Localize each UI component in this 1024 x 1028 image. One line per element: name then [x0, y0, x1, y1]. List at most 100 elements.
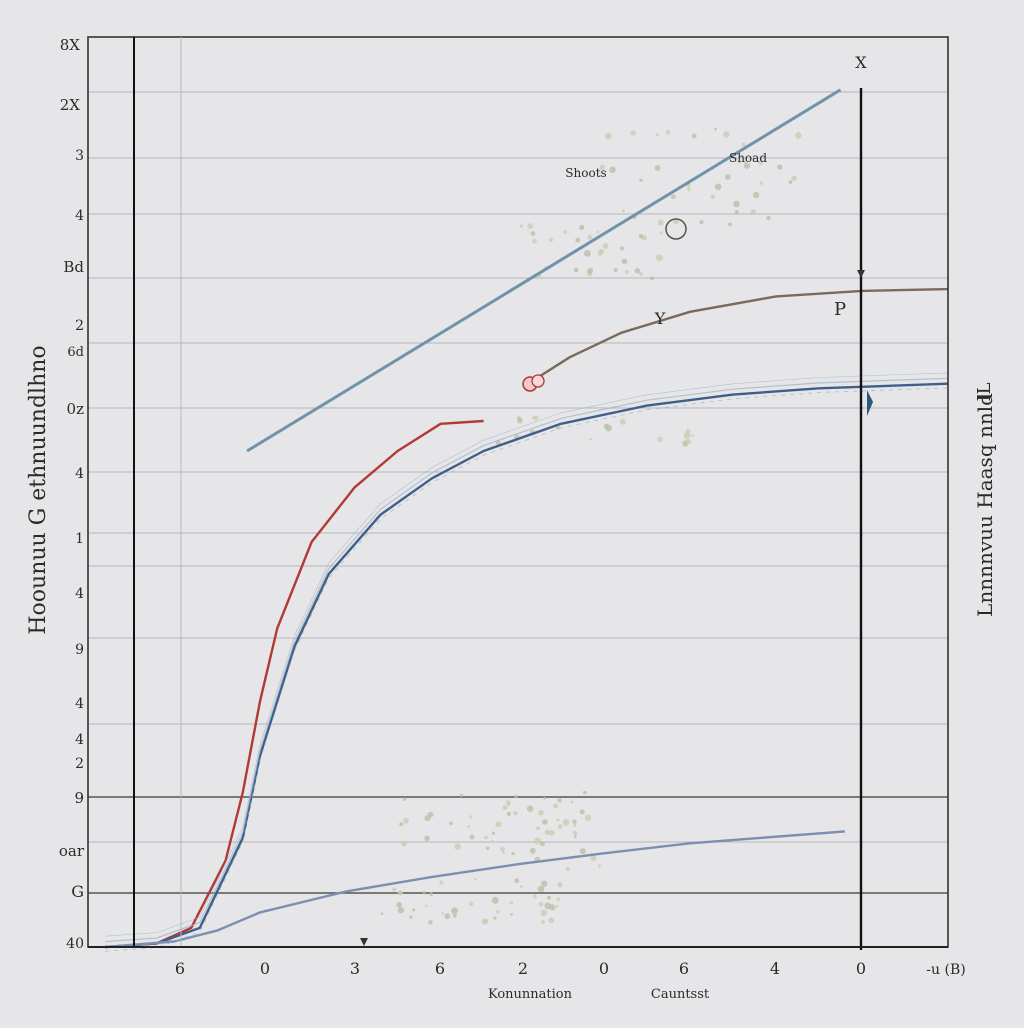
scatter-point: [656, 254, 663, 262]
scatter-point: [691, 434, 694, 437]
scatter-point: [619, 418, 626, 425]
scatter-point: [575, 237, 581, 243]
scatter-point: [514, 794, 518, 799]
series-line-steep-blue-line: [246, 88, 842, 453]
scatter-point: [752, 191, 760, 199]
scatter-point: [741, 142, 746, 147]
scatter-point: [685, 438, 691, 445]
scatter-point: [483, 919, 489, 924]
scatter-point: [750, 209, 756, 215]
scatter-point: [474, 878, 477, 881]
right-axis-tick-marker: [857, 270, 865, 278]
scatter-point: [380, 912, 384, 915]
scatter-point: [541, 920, 545, 925]
scatter-point: [573, 835, 577, 839]
scatter-point: [399, 822, 404, 827]
scatter-point: [602, 243, 609, 249]
scatter-point: [506, 811, 511, 817]
scatter-point: [589, 438, 592, 441]
scatter-point: [557, 824, 563, 829]
scatter-point: [409, 915, 413, 919]
x-tick-label: 0: [260, 959, 270, 978]
scatter-point: [402, 797, 407, 801]
scatter-point: [454, 843, 461, 850]
scatter-point: [738, 160, 741, 164]
scatter-point: [563, 230, 568, 234]
scatter-point: [639, 178, 643, 182]
scatter-point: [533, 837, 541, 845]
scatter-point: [424, 904, 428, 908]
scatter-point: [649, 276, 654, 281]
y-tick-label: 2X: [60, 96, 81, 114]
scatter-point: [491, 896, 499, 904]
y-axis-label-right: Lnnnnvuu Haasq nnld: [973, 393, 997, 617]
scatter-point: [468, 901, 474, 906]
scatter-point: [565, 866, 570, 872]
scatter-point: [573, 267, 579, 273]
scatter-point: [526, 805, 534, 812]
scatter-point: [511, 851, 515, 856]
y-tick-label: 9: [74, 789, 84, 807]
scatter-point: [795, 132, 802, 139]
shoad-annotation: Shoad: [729, 151, 767, 165]
scatter-point: [655, 133, 660, 137]
scatter-point: [396, 902, 403, 908]
scatter-point: [401, 840, 407, 847]
scatter-point: [422, 890, 426, 894]
scatter-point: [583, 790, 587, 795]
scatter-point: [397, 890, 403, 896]
scatter-point: [791, 175, 797, 181]
scatter-point: [609, 166, 616, 173]
scatter-point: [639, 271, 644, 276]
series-line-lower-bundle-line: [105, 830, 845, 949]
scatter-point: [777, 164, 783, 170]
p-marker-label: P: [834, 299, 846, 320]
scatter-point: [514, 878, 520, 884]
scatter-points: [380, 127, 802, 925]
scatter-point: [392, 887, 397, 892]
gridlines: [88, 91, 948, 894]
scatter-point: [619, 246, 625, 251]
scatter-point: [439, 880, 444, 885]
scatter-point: [540, 909, 548, 917]
scatter-point: [624, 269, 629, 274]
scatter-point: [451, 907, 458, 915]
scatter-point: [766, 215, 771, 221]
y-tick-label: 40: [66, 936, 84, 952]
scatter-point: [536, 826, 541, 831]
scatter-point: [724, 174, 731, 181]
scatter-point: [428, 920, 433, 925]
scatter-point: [507, 803, 510, 806]
scatter-point: [469, 834, 475, 840]
scatter-point: [714, 183, 722, 191]
red-circle-marker-2: [531, 374, 545, 388]
scatter-point: [502, 804, 508, 811]
x-axis-label-left: Konunnation: [488, 987, 573, 1002]
scatter-point: [538, 901, 544, 907]
x-marker-label: X: [855, 53, 867, 72]
scatter-point: [485, 846, 490, 851]
scatter-point: [587, 267, 593, 274]
scatter-point: [527, 223, 534, 230]
series-line-brown-curve: [525, 287, 949, 386]
scatter-point: [634, 268, 641, 274]
scatter-point: [491, 839, 494, 843]
scatter-point: [452, 913, 457, 918]
scatter-point: [572, 830, 578, 836]
scatter-point: [657, 436, 663, 442]
scatter-point: [788, 180, 793, 185]
shoots-annotation: Shoots: [565, 166, 606, 180]
scatter-point: [412, 908, 416, 912]
scatter-point: [605, 424, 612, 432]
scatter-point: [734, 209, 739, 215]
scatter-point: [579, 848, 586, 855]
scatter-point: [557, 798, 562, 803]
scatter-point: [638, 234, 644, 239]
y-tick-label: 4: [75, 586, 84, 602]
y-tick-label: 2: [75, 318, 84, 334]
scatter-point: [759, 181, 763, 185]
y-tick-label: 8X: [60, 36, 81, 54]
scatter-point: [539, 841, 545, 847]
x-tick-label: -u (B): [926, 962, 965, 978]
